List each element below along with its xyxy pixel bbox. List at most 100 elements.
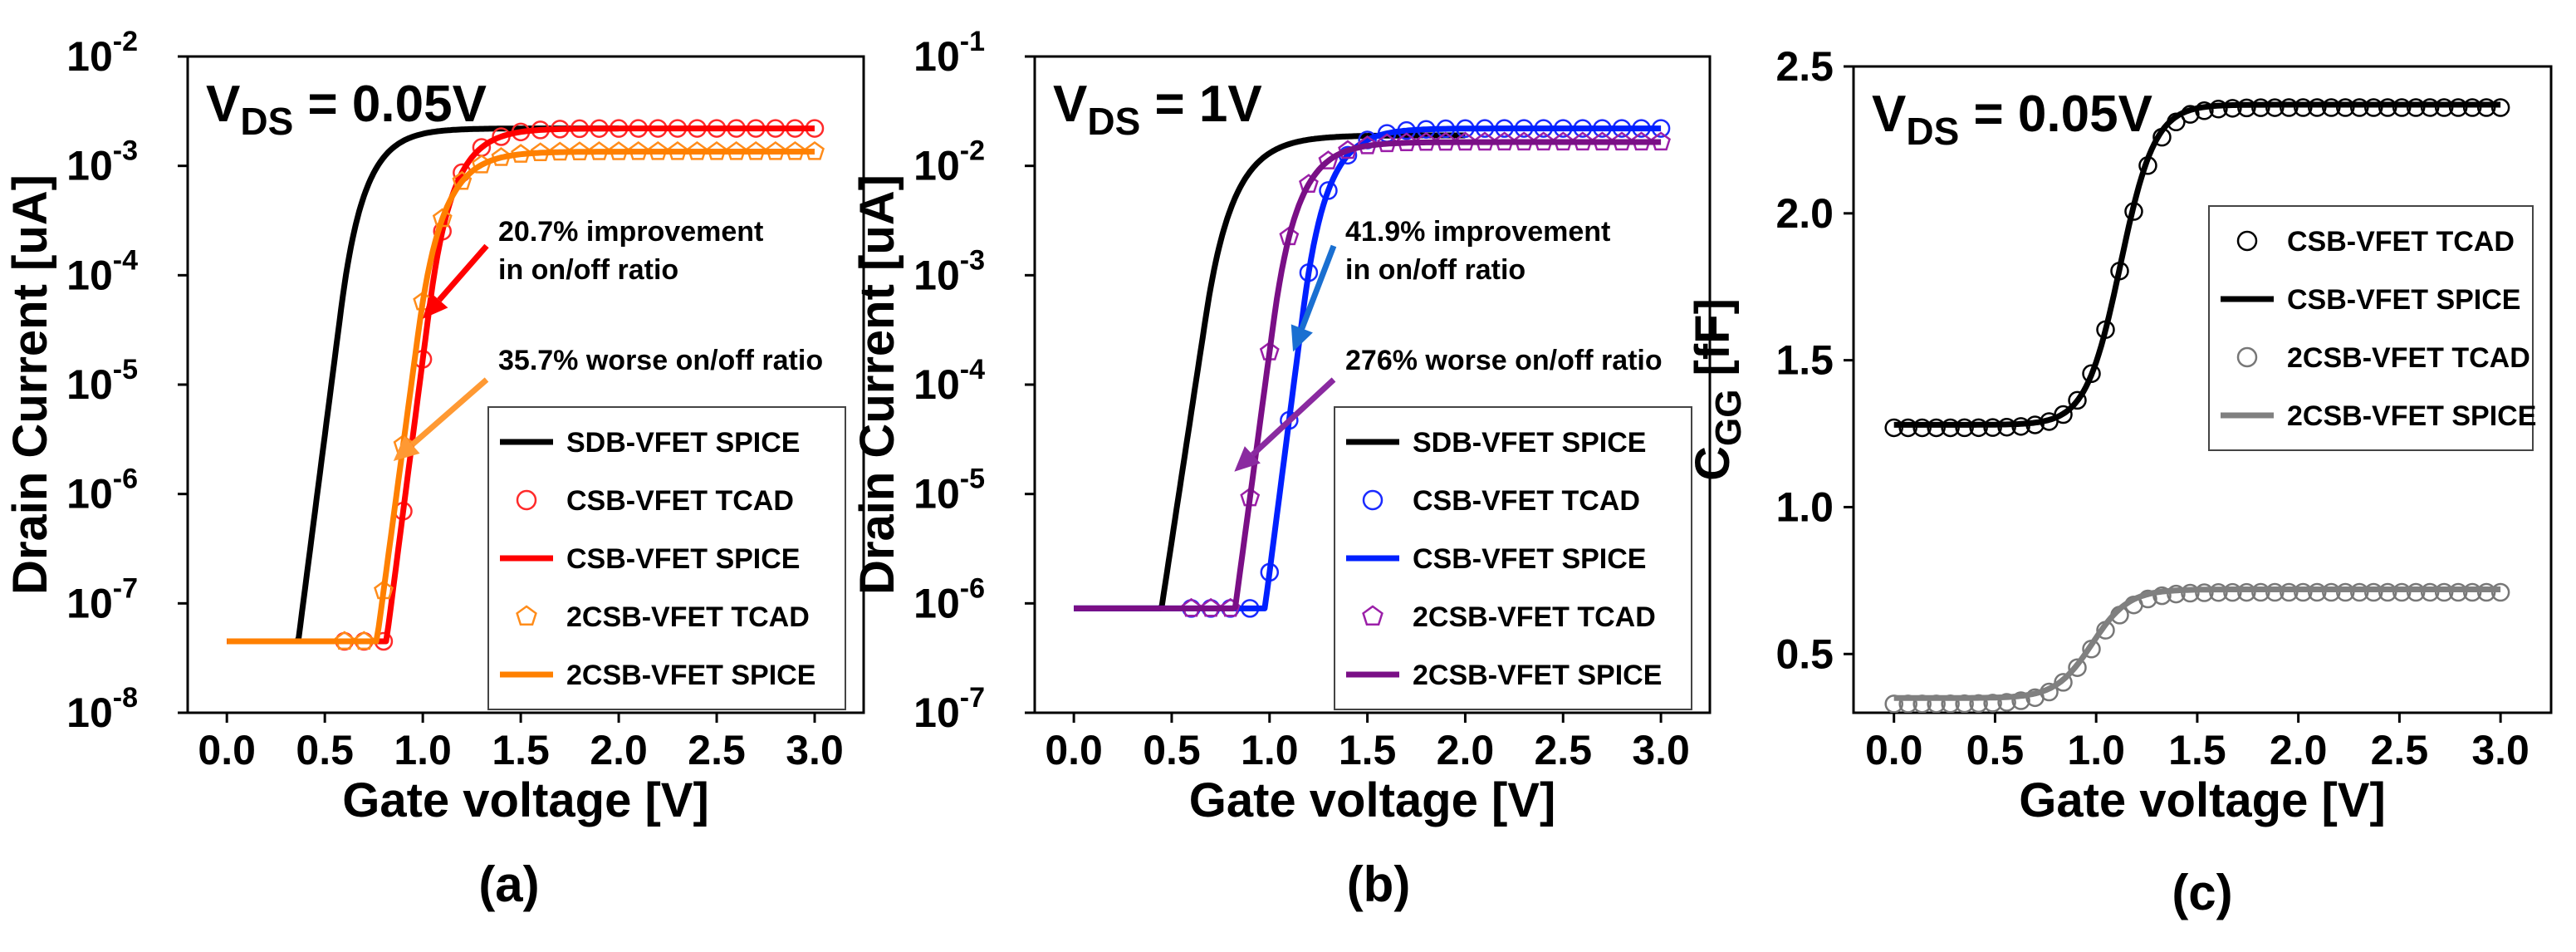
series-marker-3 <box>1553 131 1574 151</box>
series-marker-3 <box>746 140 766 160</box>
y-tick-label: 10-1 <box>913 26 985 80</box>
panel-caption: (c) <box>2172 865 2232 920</box>
series-marker-0 <box>2462 98 2482 117</box>
legend-label: 2CSB-VFET SPICE <box>1413 660 1662 691</box>
panel-3: 0.0 0.5 1.0 1.5 2.0 2.5 3.00.51.01.52.02.5Gate… <box>1686 43 2553 920</box>
legend-label: CSB-VFET SPICE <box>2287 284 2520 316</box>
legend-label: CSB-VFET SPICE <box>1413 543 1646 575</box>
series-line-4 <box>1073 139 1662 611</box>
annotation-1: 276% worse on/off ratio <box>1234 345 1663 472</box>
x-tick-label: 2.0 <box>2270 727 2328 773</box>
x-tick-label: 0.5 <box>1966 727 2025 773</box>
x-tick-label: 0.0 <box>1865 727 1923 773</box>
series-marker-0 <box>1941 418 1960 438</box>
series-marker-3 <box>1533 131 1554 151</box>
y-tick-label: 10-5 <box>66 354 138 408</box>
series-marker-3 <box>1416 131 1437 151</box>
series-marker-0 <box>2068 390 2087 410</box>
series-line-3 <box>1893 586 2501 701</box>
annotation-0: 41.9% improvement in on/off ratio <box>1290 216 1610 352</box>
legend-label: 2CSB-VFET TCAD <box>1413 601 1656 633</box>
annotation-text: in on/off ratio <box>1345 254 1526 286</box>
legend-swatch-pentagon <box>1362 605 1383 626</box>
series-marker-0 <box>2054 405 2073 424</box>
series-marker-2 <box>2308 582 2327 602</box>
legend-label: CSB-VFET TCAD <box>2287 226 2515 258</box>
plot-frame <box>1852 65 2553 714</box>
annotation-arrow-head <box>393 435 420 462</box>
series-marker-0 <box>2490 98 2510 117</box>
x-tick-label: 3.0 <box>2471 727 2529 773</box>
annotation-arrow-head <box>1290 324 1313 352</box>
series-marker-0 <box>2350 98 2369 117</box>
x-tick-label: 3.0 <box>786 727 844 773</box>
panel-caption: (b) <box>1347 856 1411 912</box>
x-tick-label: 2.5 <box>688 727 746 773</box>
legend-swatch-circle <box>516 489 537 511</box>
series-marker-3 <box>667 140 688 160</box>
y-tick-label: 10-2 <box>66 26 138 80</box>
series-marker-0 <box>2322 98 2341 117</box>
series-marker-2 <box>2209 583 2228 602</box>
annotation-arrow-shaft <box>410 377 489 447</box>
series-marker-3 <box>1435 131 1456 151</box>
series-marker-2 <box>2011 691 2030 710</box>
annotation-arrow-head <box>1234 446 1261 472</box>
series-marker-3 <box>354 631 375 650</box>
series-marker-0 <box>1912 418 1932 438</box>
annotation-text: 41.9% improvement <box>1345 216 1610 248</box>
series-marker-3 <box>707 140 727 160</box>
x-tick-label: 2.5 <box>2371 727 2429 773</box>
series-marker-3 <box>1651 131 1671 151</box>
legend-swatch-circle <box>2236 230 2258 252</box>
y-tick-label: 10-4 <box>913 354 985 408</box>
series-marker-0 <box>2378 98 2397 117</box>
x-tick-label: 2.0 <box>590 727 648 773</box>
series-marker-3 <box>1592 131 1613 151</box>
series-marker-2 <box>1997 693 2016 712</box>
annotation-text: in on/off ratio <box>498 254 678 286</box>
data-layer <box>1072 119 1671 618</box>
series-marker-0 <box>2434 98 2454 117</box>
series-marker-2 <box>2294 582 2313 602</box>
series-marker-3 <box>1299 174 1319 193</box>
series-marker-3 <box>1201 597 1221 617</box>
series-marker-0 <box>2448 98 2468 117</box>
legend-label: SDB-VFET SPICE <box>566 427 800 459</box>
x-tick-label: 0.0 <box>1045 727 1103 773</box>
y-tick-label: 10-3 <box>66 135 138 189</box>
series-marker-2 <box>2251 582 2270 602</box>
x-axis-label: Gate voltage [V] <box>2019 773 2386 827</box>
y-tick-label: 10-6 <box>66 464 138 518</box>
legend-swatch-circle <box>1362 489 1383 511</box>
series-marker-3 <box>1455 131 1476 151</box>
x-tick-label: 2.5 <box>1535 727 1593 773</box>
series-marker-0 <box>2265 98 2285 117</box>
x-axis-label: Gate voltage [V] <box>1189 773 1556 827</box>
x-tick-label: 1.0 <box>2067 727 2125 773</box>
series-marker-3 <box>550 141 571 161</box>
legend-label: CSB-VFET SPICE <box>566 543 800 575</box>
legend-label: 2CSB-VFET TCAD <box>2287 342 2530 374</box>
series-marker-0 <box>1884 418 1903 438</box>
legend-label: CSB-VFET TCAD <box>566 485 794 517</box>
panel-caption: (a) <box>478 856 539 912</box>
data-layer <box>225 119 825 651</box>
series-marker-3 <box>569 141 590 160</box>
legend: CSB-VFET TCAD CSB-VFET SPICE 2CSB-VFET TCA… <box>2208 205 2536 451</box>
series-marker-2 <box>2223 582 2242 602</box>
series-marker-0 <box>2237 98 2256 118</box>
series-marker-3 <box>511 144 531 163</box>
series-marker-3 <box>726 140 747 160</box>
series-marker-3 <box>1357 135 1378 155</box>
series-marker-2 <box>2265 582 2285 602</box>
panel-2: 0.0 0.5 1.0 1.5 2.0 2.5 3.0 10-7 10-6 10-5 10-4 10-… <box>850 26 1712 912</box>
x-axis-label: Gate voltage [V] <box>342 773 709 827</box>
series-marker-0 <box>2476 98 2496 117</box>
annotation-0: 20.7% improvement in on/off ratio <box>423 216 763 319</box>
series-marker-3 <box>334 631 355 650</box>
series-marker-0 <box>2308 98 2327 117</box>
y-tick-label: 2.0 <box>1775 190 1834 237</box>
series-marker-0 <box>2251 98 2270 117</box>
legend-swatch-pentagon <box>516 605 537 626</box>
